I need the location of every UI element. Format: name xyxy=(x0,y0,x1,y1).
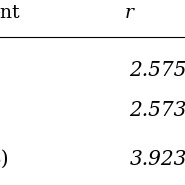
Text: r: r xyxy=(125,4,134,22)
Text: 3.9235: 3.9235 xyxy=(130,150,185,169)
Text: 2.5735: 2.5735 xyxy=(130,102,185,120)
Text: 2.5755: 2.5755 xyxy=(130,61,185,80)
Text: ent: ent xyxy=(0,4,19,22)
Text: 3): 3) xyxy=(0,150,9,169)
